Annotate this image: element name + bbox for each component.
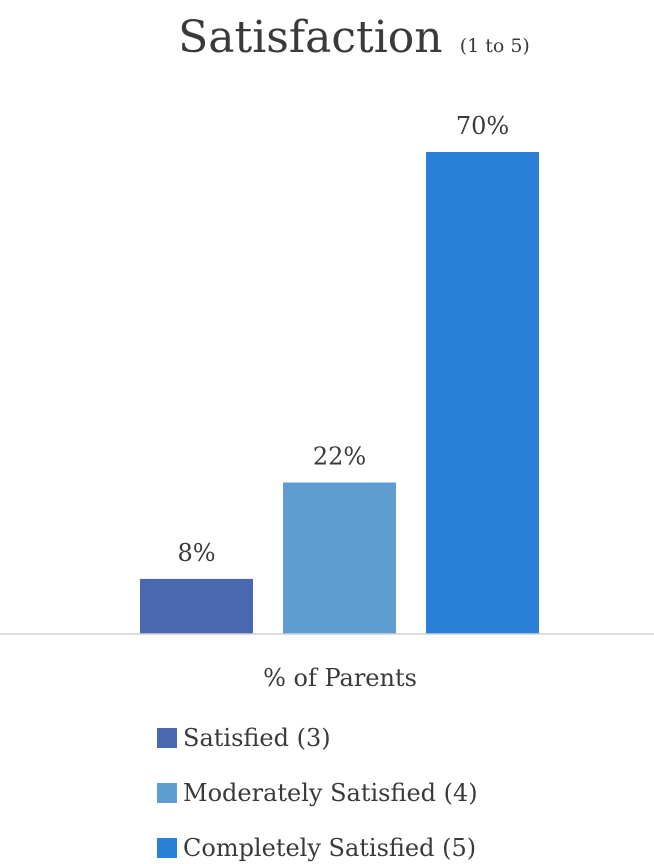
- legend-label-completely-satisfied-5: Completely Satisfied (5): [183, 834, 476, 862]
- data-label-satisfied-3: 8%: [177, 539, 215, 567]
- bar-completely-satisfied-5: [426, 152, 539, 634]
- bars-group: [140, 152, 539, 634]
- legend-swatch-satisfied-3: [157, 728, 177, 748]
- data-label-completely-satisfied-5: 70%: [456, 112, 509, 140]
- chart-title-subtitle: (1 to 5): [460, 35, 530, 57]
- legend-swatch-moderately-satisfied-4: [157, 783, 177, 803]
- x-axis-label: % of Parents: [263, 664, 417, 692]
- chart-title-main: Satisfaction: [178, 12, 442, 63]
- legend-label-moderately-satisfied-4: Moderately Satisfied (4): [183, 779, 478, 807]
- legend: Satisfied (3) Moderately Satisfied (4) Com…: [157, 724, 478, 862]
- chart-title: Satisfaction (1 to 5): [178, 12, 530, 63]
- bar-moderately-satisfied-4: [283, 482, 396, 634]
- data-label-moderately-satisfied-4: 22%: [313, 443, 366, 471]
- data-labels-group: 8% 22% 70%: [177, 112, 509, 567]
- bar-satisfied-3: [140, 578, 253, 634]
- legend-swatch-completely-satisfied-5: [157, 838, 177, 858]
- legend-label-satisfied-3: Satisfied (3): [183, 724, 331, 752]
